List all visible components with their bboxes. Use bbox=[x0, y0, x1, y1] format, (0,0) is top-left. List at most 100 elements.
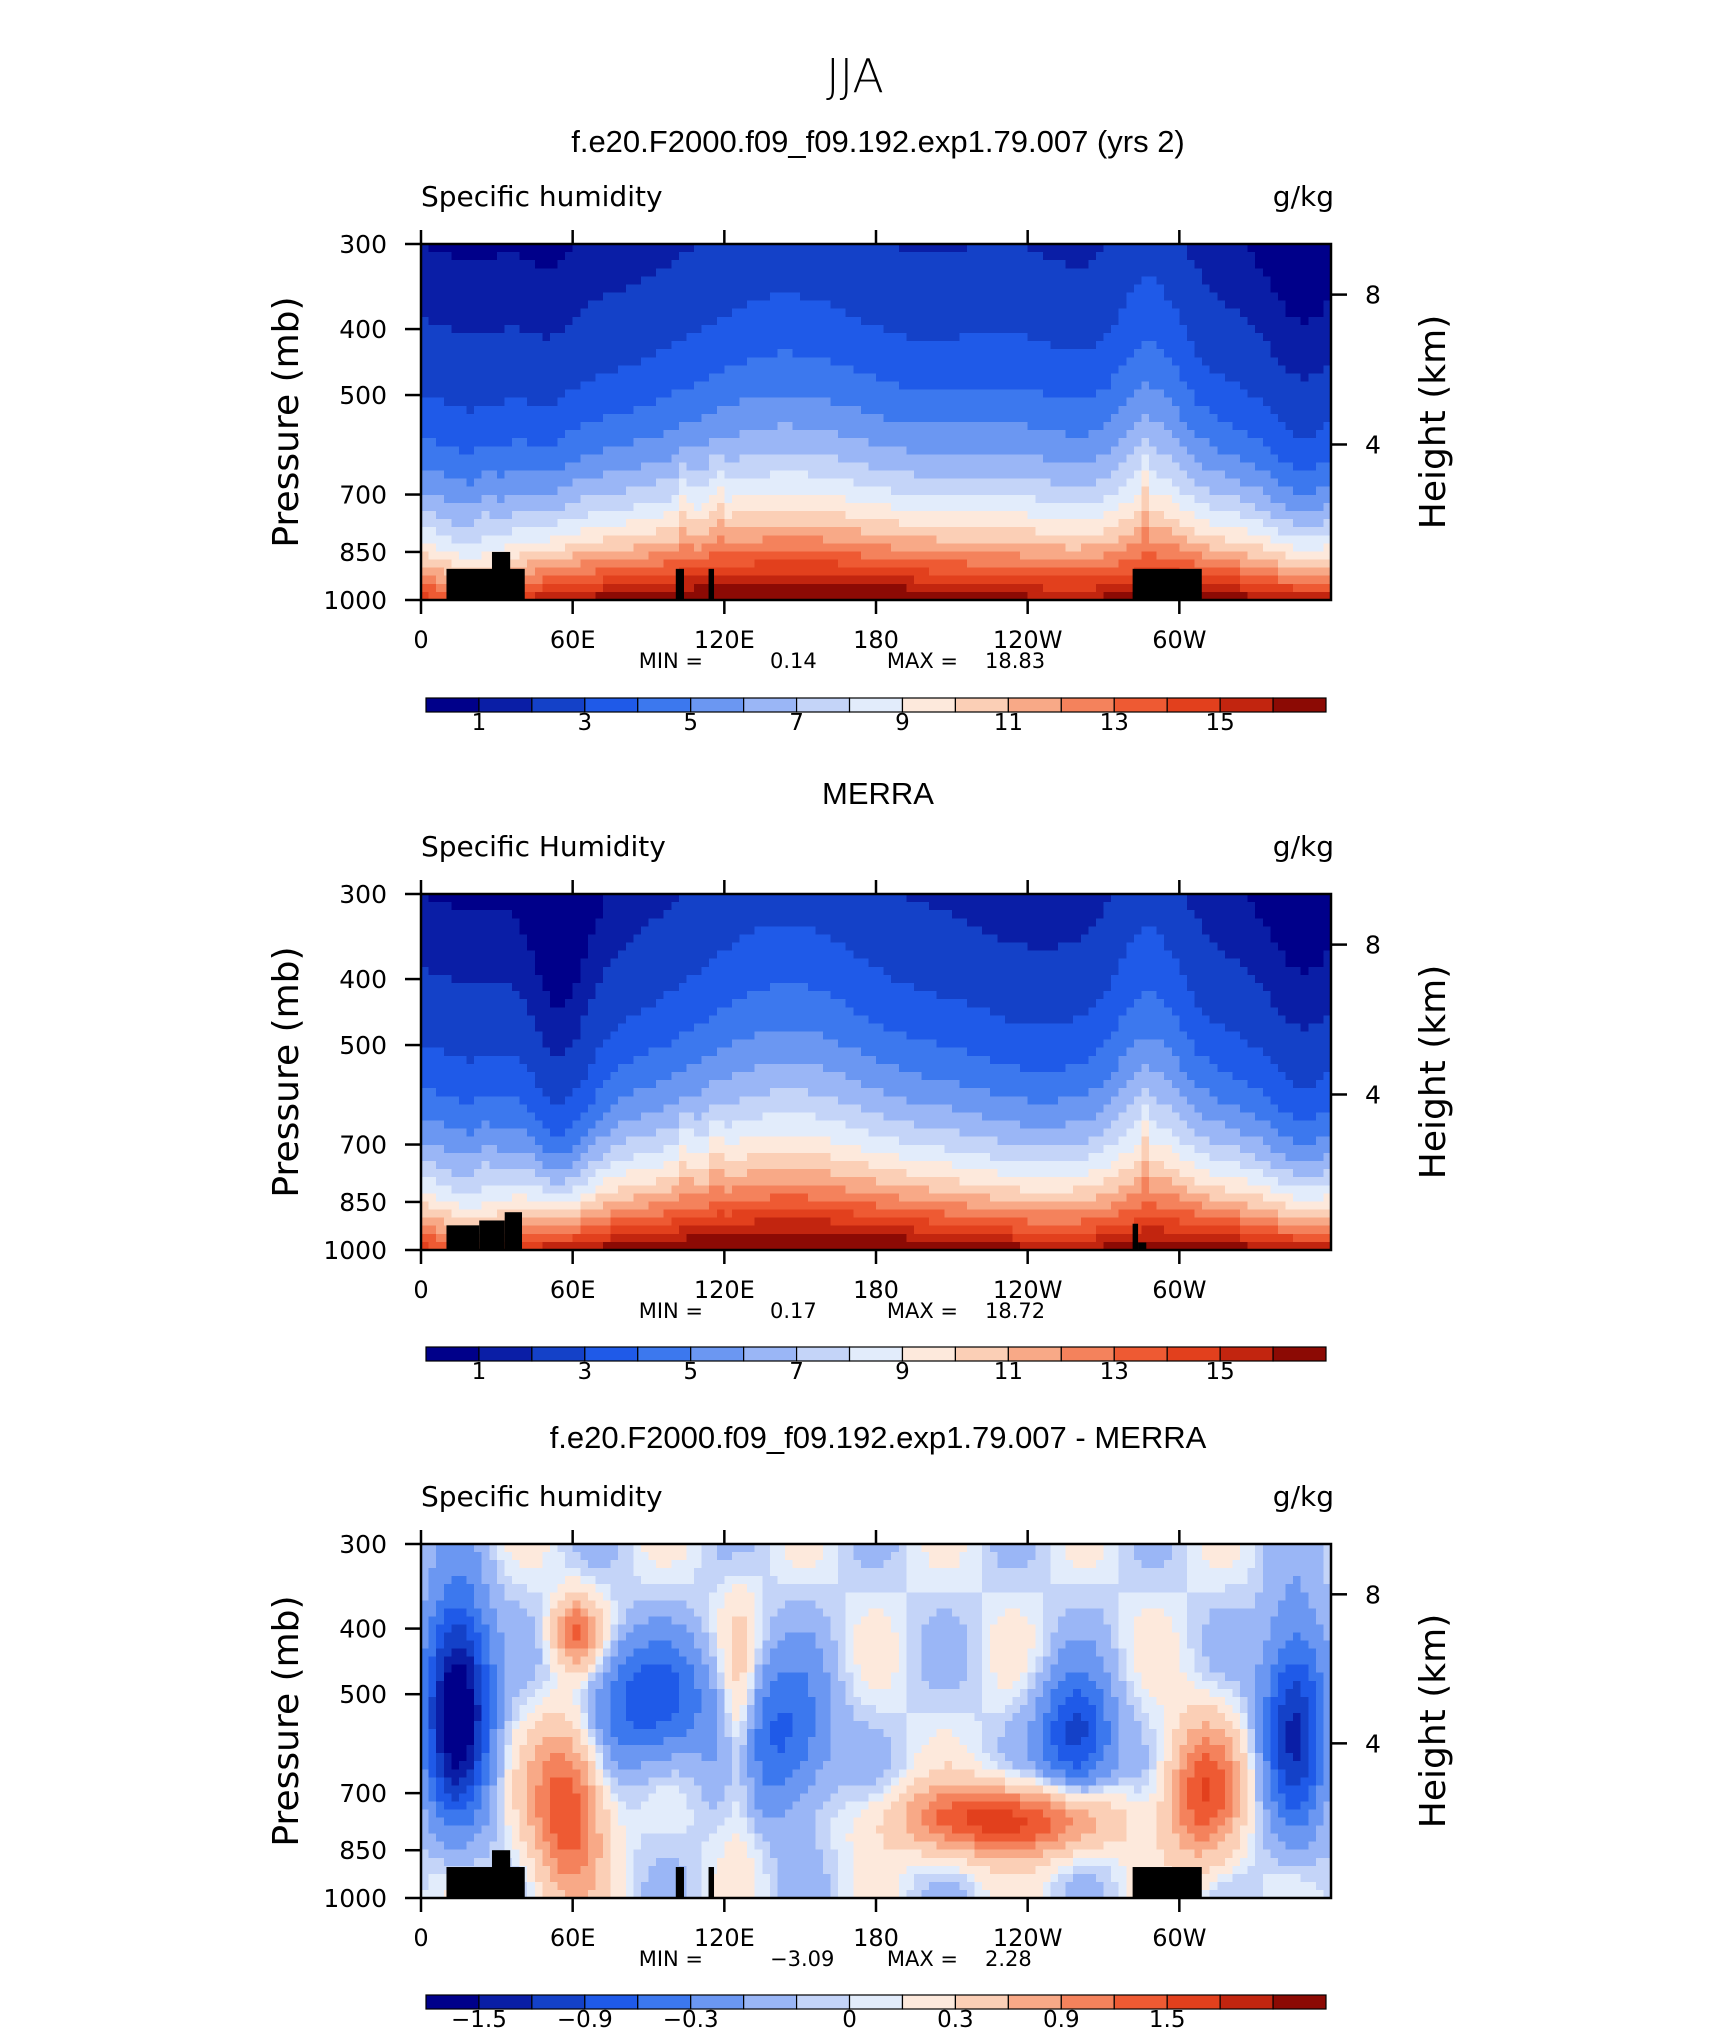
contour-cell bbox=[678, 422, 688, 431]
contour-cell bbox=[929, 422, 938, 431]
contour-cell bbox=[489, 341, 498, 350]
contour-cell bbox=[451, 292, 460, 302]
contour-cell bbox=[716, 292, 725, 302]
contour-cell bbox=[603, 284, 612, 294]
contour-cell bbox=[1194, 357, 1203, 366]
contour-cell bbox=[534, 575, 543, 585]
contour-cell bbox=[1149, 511, 1158, 520]
contour-cell bbox=[830, 567, 839, 577]
contour-cell bbox=[997, 284, 1006, 294]
contour-cell bbox=[534, 397, 543, 407]
contour-cell bbox=[694, 519, 703, 528]
contour-cell bbox=[1179, 405, 1188, 415]
contour-cell bbox=[944, 373, 953, 383]
contour-cell bbox=[1020, 341, 1029, 350]
contour-cell bbox=[1164, 478, 1173, 488]
contour-cell bbox=[769, 535, 779, 544]
contour-cell bbox=[1111, 357, 1120, 366]
contour-cell bbox=[1164, 511, 1173, 520]
contour-cell bbox=[656, 373, 665, 383]
contour-cell bbox=[557, 349, 566, 358]
contour-cell bbox=[1232, 413, 1241, 423]
contour-cell bbox=[527, 430, 536, 439]
contour-cell bbox=[1277, 349, 1287, 358]
contour-cell bbox=[1171, 511, 1180, 520]
contour-cell bbox=[921, 365, 930, 375]
contour-cell bbox=[1247, 446, 1256, 455]
contour-cell bbox=[876, 413, 885, 423]
contour-cell bbox=[1133, 365, 1143, 375]
contour-cell bbox=[997, 486, 1006, 496]
contour-cell bbox=[565, 535, 574, 544]
contour-cell bbox=[1240, 511, 1249, 520]
contour-cell bbox=[1217, 365, 1226, 375]
contour-cell bbox=[1149, 446, 1158, 455]
contour-cell bbox=[656, 454, 665, 464]
contour-cell bbox=[625, 244, 634, 253]
contour-cell bbox=[868, 462, 877, 472]
contour-cell bbox=[1156, 446, 1165, 455]
contour-cell bbox=[838, 575, 847, 585]
contour-cell bbox=[633, 559, 642, 569]
contour-cell bbox=[929, 511, 938, 520]
contour-cell bbox=[1133, 462, 1143, 472]
contour-cell bbox=[1133, 470, 1143, 480]
contour-cell bbox=[1194, 260, 1203, 269]
contour-cell bbox=[474, 551, 483, 561]
contour-cell bbox=[1050, 405, 1059, 415]
contour-cell bbox=[1111, 478, 1120, 488]
contour-cell bbox=[610, 373, 619, 383]
contour-cell bbox=[754, 438, 763, 447]
contour-cell bbox=[625, 252, 634, 261]
contour-cell bbox=[618, 252, 627, 261]
contour-cell bbox=[1050, 373, 1059, 383]
contour-cell bbox=[474, 381, 483, 391]
contour-cell bbox=[1315, 268, 1325, 277]
contour-cell bbox=[618, 567, 627, 577]
contour-cell bbox=[959, 422, 968, 431]
contour-cell bbox=[792, 316, 801, 326]
contour-cell bbox=[1027, 519, 1036, 528]
contour-cell bbox=[1088, 389, 1097, 399]
contour-cell bbox=[474, 357, 483, 366]
contour-cell bbox=[944, 276, 953, 286]
contour-cell bbox=[451, 438, 460, 447]
contour-cell bbox=[663, 373, 672, 383]
contour-cell bbox=[663, 567, 672, 577]
contour-cell bbox=[1133, 341, 1143, 350]
contour-cell bbox=[800, 470, 809, 480]
contour-cell bbox=[534, 559, 543, 569]
contour-cell bbox=[1285, 341, 1294, 350]
contour-cell bbox=[921, 276, 930, 286]
contour-cell bbox=[1141, 405, 1150, 415]
contour-cell bbox=[648, 478, 657, 488]
contour-cell bbox=[769, 413, 779, 423]
contour-cell bbox=[1232, 470, 1241, 480]
contour-cell bbox=[913, 511, 923, 520]
contour-cell bbox=[1179, 470, 1188, 480]
contour-cell bbox=[466, 454, 475, 464]
contour-cell bbox=[618, 333, 627, 342]
contour-cell bbox=[1020, 422, 1029, 431]
contour-cell bbox=[625, 502, 634, 512]
contour-cell bbox=[1004, 462, 1014, 472]
contour-cell bbox=[807, 462, 816, 472]
contour-cell bbox=[663, 268, 672, 277]
contour-cell bbox=[1141, 446, 1150, 455]
contour-cell bbox=[504, 413, 513, 423]
contour-cell bbox=[845, 357, 854, 366]
contour-cell bbox=[1095, 276, 1105, 286]
contour-cell bbox=[1095, 494, 1105, 504]
contour-cell bbox=[625, 438, 634, 447]
contour-cell bbox=[678, 316, 688, 326]
contour-cell bbox=[678, 478, 688, 488]
contour-cell bbox=[785, 389, 794, 399]
contour-cell bbox=[496, 462, 506, 472]
contour-cell bbox=[1300, 284, 1309, 294]
contour-cell bbox=[694, 446, 703, 455]
contour-cell bbox=[466, 470, 475, 480]
contour-cell bbox=[640, 308, 650, 318]
contour-cell bbox=[1141, 260, 1150, 269]
contour-cell bbox=[527, 373, 536, 383]
contour-cell bbox=[807, 389, 816, 399]
